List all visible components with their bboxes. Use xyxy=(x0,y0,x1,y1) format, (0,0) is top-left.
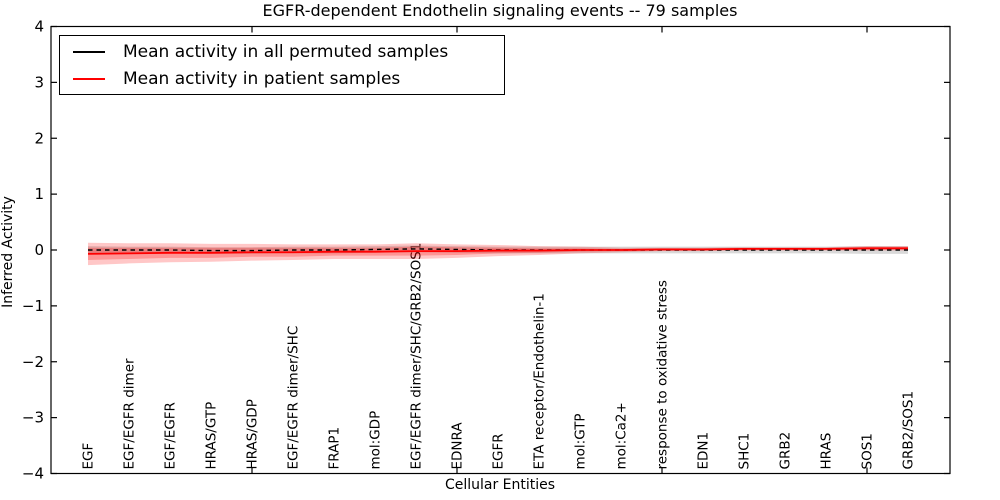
category-label: ETA receptor/Endothelin-1 xyxy=(532,293,548,469)
category-label: GRB2 xyxy=(778,432,794,470)
category-label: mol:Ca2+ xyxy=(614,402,630,469)
patient-std-band-outer xyxy=(88,242,908,266)
category-label: HRAS/GTP xyxy=(204,402,220,470)
permuted-line-swatch xyxy=(73,50,105,53)
patient-mean-line xyxy=(87,247,908,255)
legend-row-permuted: Mean activity in all permuted samples xyxy=(60,42,504,62)
category-label: EGF/EGFR xyxy=(163,402,179,469)
y-tick-label: 2 xyxy=(34,129,44,147)
chart-title: EGFR-dependent Endothelin signaling even… xyxy=(262,1,738,20)
category-label: SOS1 xyxy=(860,433,876,469)
category-label: mol:GTP xyxy=(573,413,589,469)
y-axis-label: Inferred Activity xyxy=(0,196,16,308)
category-label: EDN1 xyxy=(696,432,712,470)
y-tick-label: −4 xyxy=(22,465,44,483)
category-label: EGF/EGFR dimer/SHC/GRB2/SOS1 xyxy=(409,243,425,470)
category-label: HRAS/GDP xyxy=(245,399,261,469)
legend-label-permuted: Mean activity in all permuted samples xyxy=(123,41,449,62)
y-tick-label: 0 xyxy=(34,241,44,259)
legend-label-patient: Mean activity in patient samples xyxy=(123,68,401,89)
y-tick-label: 3 xyxy=(34,73,44,91)
y-tick-label: −1 xyxy=(22,297,44,315)
category-label: EDNRA xyxy=(450,422,466,470)
category-label: SHC1 xyxy=(737,433,753,470)
category-label: FRAP1 xyxy=(327,427,343,470)
category-label: mol:GDP xyxy=(368,411,384,470)
category-label: EGF/EGFR dimer/SHC xyxy=(286,326,302,470)
legend-row-patient: Mean activity in patient samples xyxy=(60,69,504,89)
y-tick-label: −2 xyxy=(22,353,44,371)
y-tick-label: −3 xyxy=(22,409,44,427)
patient-line-swatch xyxy=(73,77,105,80)
category-label: response to oxidative stress xyxy=(655,280,671,469)
y-tick-label: 4 xyxy=(34,18,44,36)
category-label: EGFR xyxy=(491,433,507,469)
category-label: GRB2/SOS1 xyxy=(901,391,917,470)
x-axis-label: Cellular Entities xyxy=(444,477,556,493)
legend: Mean activity in all permuted samples Me… xyxy=(59,35,505,95)
category-label: EGF/EGFR dimer xyxy=(122,358,138,470)
category-label: HRAS xyxy=(819,433,835,470)
category-label: EGF xyxy=(81,443,97,470)
y-tick-label: 1 xyxy=(34,185,44,203)
